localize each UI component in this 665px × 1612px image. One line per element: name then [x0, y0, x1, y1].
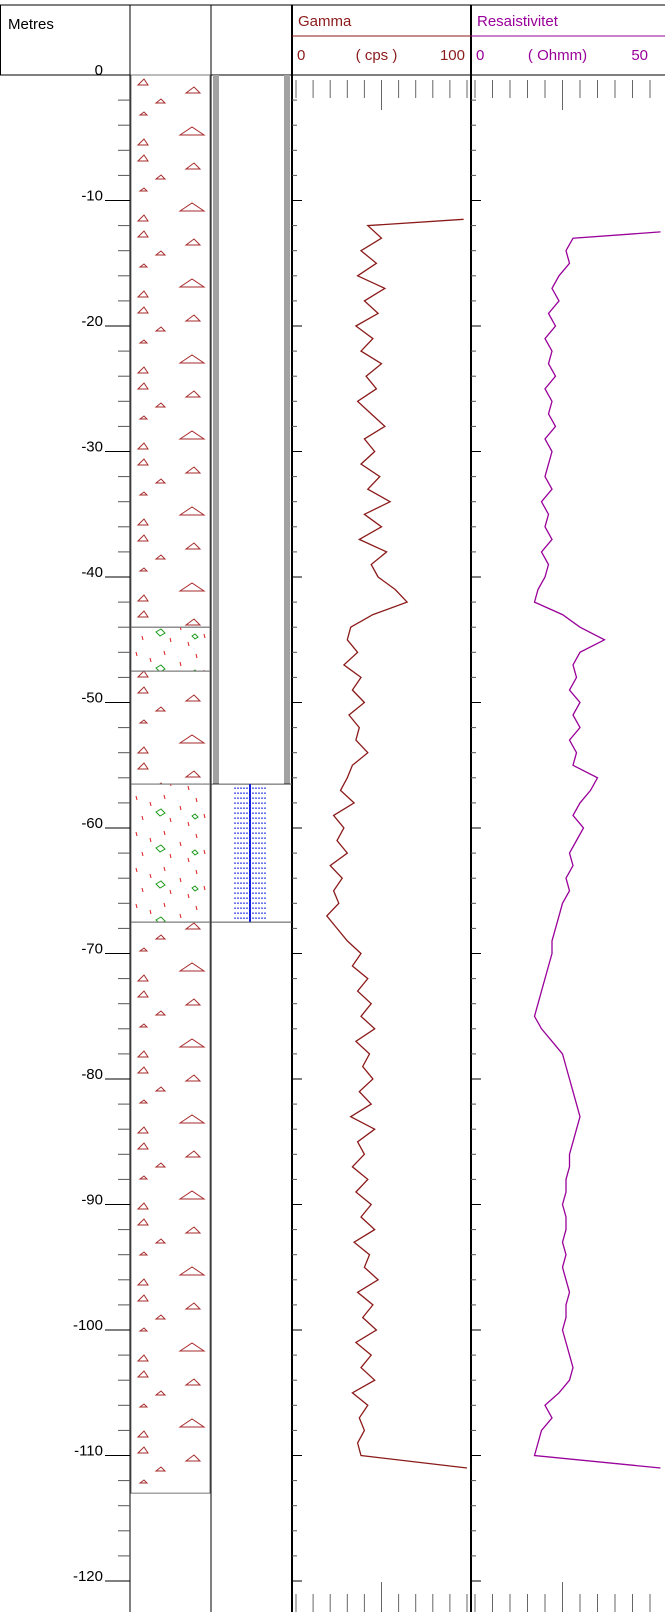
casing	[211, 75, 292, 785]
depth-tick-label: -80	[81, 1066, 103, 1083]
track-name: Gamma	[298, 13, 352, 30]
depth-label: Metres	[8, 16, 54, 33]
depth-tick-label: -100	[73, 1317, 103, 1334]
depth-tick-label: -20	[81, 313, 103, 330]
lithology-unit	[130, 921, 211, 1494]
screen	[211, 784, 292, 923]
depth-tick-label: -110	[74, 1442, 103, 1459]
track-unit: ( Ohmm)	[528, 47, 587, 64]
log-curve	[533, 231, 661, 1469]
frame	[0, 4, 665, 1612]
depth-tick-label: -10	[81, 187, 103, 204]
depth-tick-label: -50	[81, 689, 103, 706]
lithology-unit	[130, 74, 211, 628]
track-min: 0	[297, 47, 305, 64]
depth-tick-label: -30	[81, 438, 103, 455]
casing-wall	[213, 75, 219, 785]
lithology-unit	[130, 670, 211, 785]
casing-wall	[284, 75, 290, 785]
track-max: 100	[440, 47, 465, 64]
track-max: 50	[631, 47, 648, 64]
depth-tick-label: -60	[81, 815, 103, 832]
log-curve	[325, 218, 468, 1469]
track-name: Resaistivitet	[477, 13, 559, 30]
depth-tick-label: -70	[81, 940, 103, 957]
depth-tick-label: 0	[95, 62, 103, 79]
depth-tick-label: -90	[81, 1191, 103, 1208]
track-unit: ( cps )	[356, 47, 398, 64]
lithology-unit	[130, 626, 211, 672]
depth-tick-label: -120	[73, 1568, 103, 1585]
lithology-unit	[130, 783, 211, 923]
track-min: 0	[476, 47, 484, 64]
depth-tick-label: -40	[81, 564, 103, 581]
